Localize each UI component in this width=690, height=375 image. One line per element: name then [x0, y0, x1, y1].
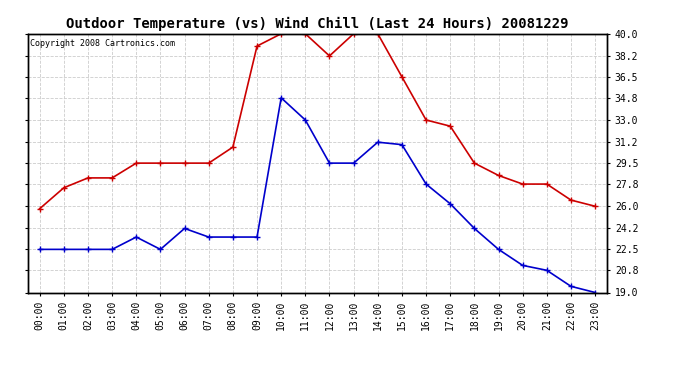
Title: Outdoor Temperature (vs) Wind Chill (Last 24 Hours) 20081229: Outdoor Temperature (vs) Wind Chill (Las… — [66, 17, 569, 31]
Text: Copyright 2008 Cartronics.com: Copyright 2008 Cartronics.com — [30, 39, 175, 48]
